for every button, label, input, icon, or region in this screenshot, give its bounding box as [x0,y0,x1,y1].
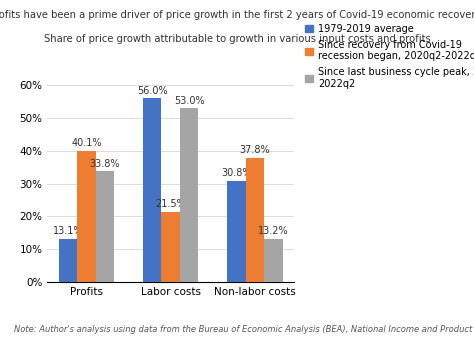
Bar [143,98,161,282]
Text: Share of price growth attributable to growth in various input costs and profits: Share of price growth attributable to gr… [44,34,430,44]
Text: 30.8%: 30.8% [221,169,252,179]
Legend: 1979-2019 average, Since recovery from Covid-19
recession began, 2020q2-2022q2, : 1979-2019 average, Since recovery from C… [303,22,474,91]
Bar [264,239,283,282]
Text: 33.8%: 33.8% [90,159,120,169]
Text: 13.1%: 13.1% [53,226,83,236]
Bar [96,171,114,282]
Bar [246,158,264,282]
Text: Profits have been a prime driver of price growth in the first 2 years of Covid-1: Profits have been a prime driver of pric… [0,10,474,20]
Bar [227,181,246,282]
Text: Note: Author's analysis using data from the Bureau of Economic Analysis (BEA), N: Note: Author's analysis using data from … [14,325,474,334]
Bar [77,151,96,282]
Text: 13.2%: 13.2% [258,226,289,236]
Bar [59,239,77,282]
Text: 40.1%: 40.1% [71,138,101,148]
Bar [180,108,199,282]
Text: 37.8%: 37.8% [239,146,270,155]
Text: 53.0%: 53.0% [174,96,204,106]
Text: 56.0%: 56.0% [137,86,167,96]
Bar [161,212,180,282]
Text: 21.5%: 21.5% [155,199,186,209]
